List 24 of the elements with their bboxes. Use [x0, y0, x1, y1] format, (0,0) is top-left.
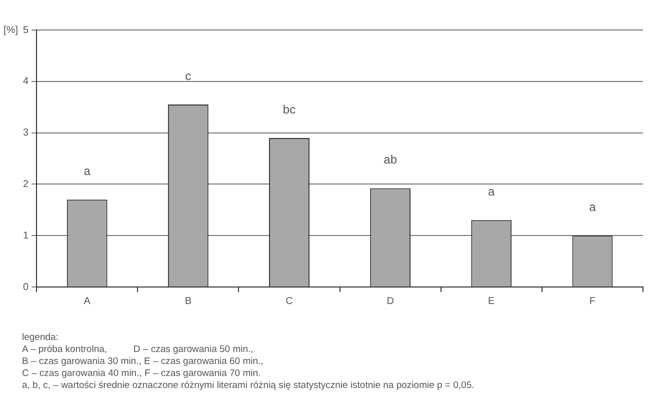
x-tick-label: A	[84, 296, 91, 307]
y-tick-label: 5	[23, 24, 29, 36]
x-tick-label: C	[286, 296, 293, 307]
y-tick-label: 1	[23, 230, 29, 242]
data-label: a	[84, 164, 91, 178]
x-tick-label: D	[386, 296, 394, 307]
y-tick-label: 3	[23, 128, 29, 139]
x-tick-label: E	[488, 296, 496, 307]
data-label: bc	[282, 102, 296, 116]
y-axis-title: [%]	[4, 24, 18, 36]
y-tick-label: 4	[23, 76, 29, 88]
y-tick-label: 0	[23, 282, 29, 293]
x-tick-label: F	[589, 296, 596, 307]
data-label: a	[589, 200, 596, 214]
data-label: a	[488, 184, 496, 198]
text: C – czas garowania 40 min., F – czas garowania 70 min.	[22, 368, 262, 380]
text: legenda:	[22, 332, 60, 344]
text: A – próba kontrolna, D – czas garowania 50 min.,	[22, 344, 254, 356]
x-tick-label: B	[184, 296, 192, 307]
text: B – czas garowania 30 min., E – czas garowania 60 min.,	[22, 356, 264, 368]
text: a, b, c, – wartości średnie oznaczone różnymi literami różnią się statystycznie istotnie na poziomie p = 0,05.	[22, 380, 474, 392]
data-label: c	[185, 68, 192, 83]
y-tick-label: 2	[23, 178, 29, 190]
data-label: ab	[384, 152, 398, 167]
